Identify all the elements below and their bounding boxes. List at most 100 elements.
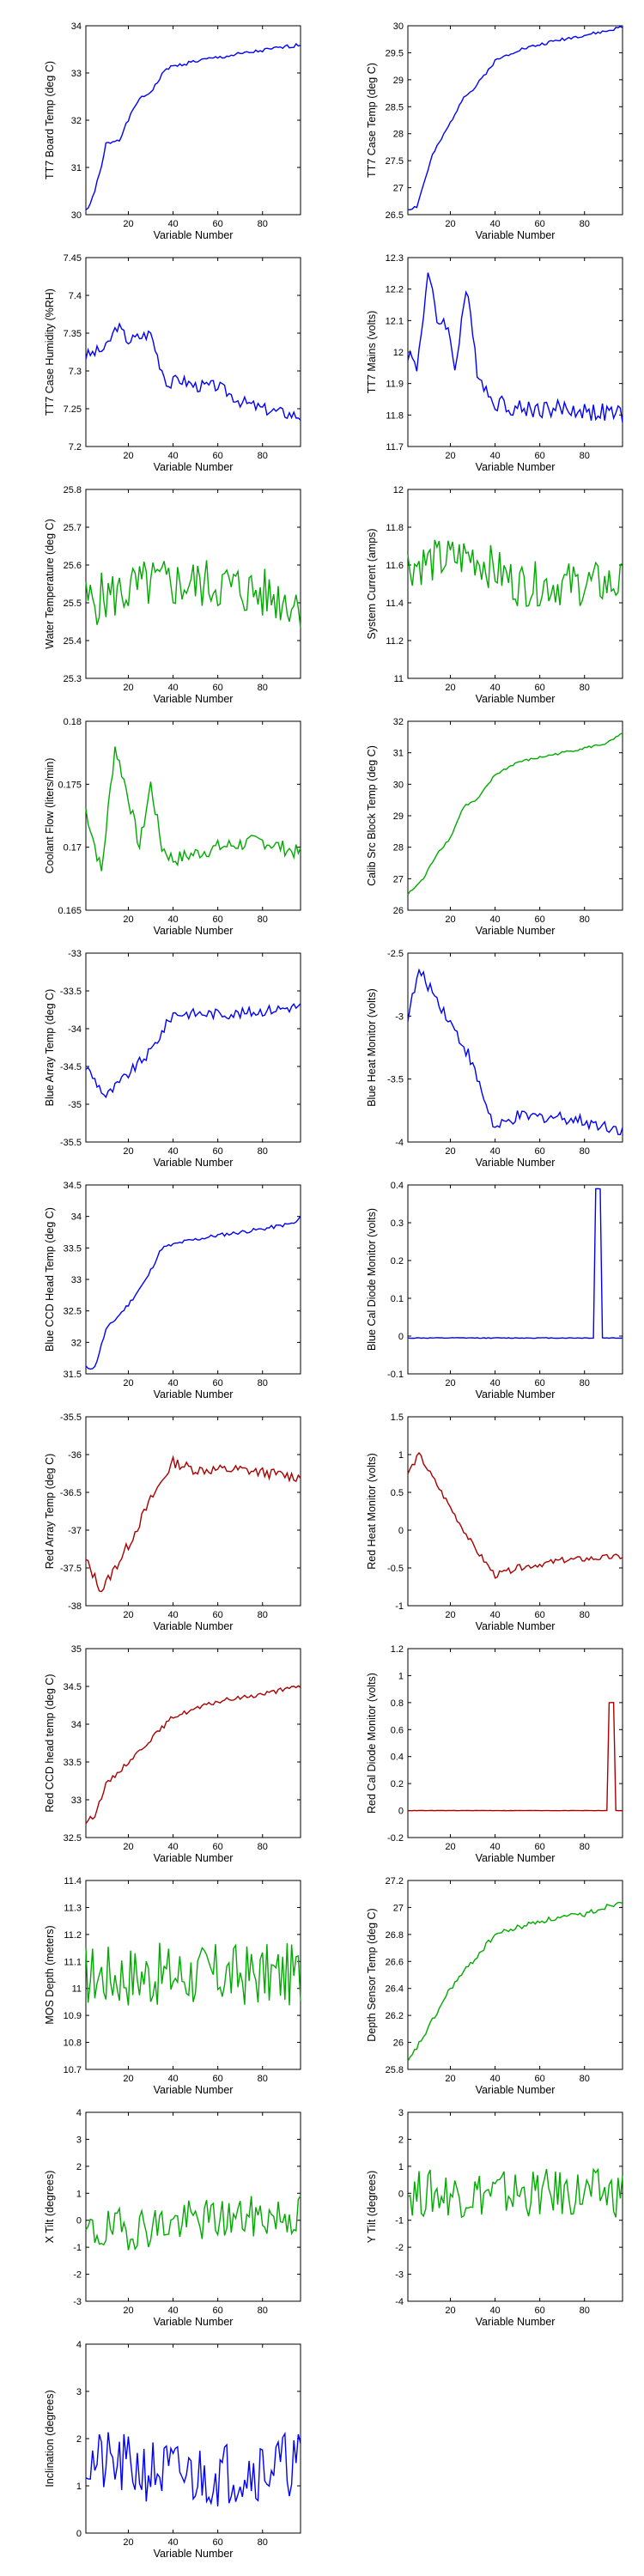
chart-panel-9: -35.5 -35 -34.5 -34 -33.5 -33 20 40 60 80 Variable… (44, 949, 301, 1169)
y-tick-label: 2 (76, 2434, 82, 2445)
series-line (407, 26, 623, 211)
y-axis-label: Calib Src Block Temp (deg C) (366, 745, 378, 886)
x-axis-label: Variable Number (154, 2316, 234, 2328)
y-tick-label: 1 (398, 1450, 404, 1461)
y-tick-label: -1 (395, 1601, 404, 1612)
y-tick-label: -34 (68, 1024, 82, 1035)
series-line (85, 2431, 301, 2506)
x-tick-label: 60 (535, 1610, 545, 1620)
y-tick-label: -4 (395, 2297, 404, 2307)
y-tick-label: 33 (71, 1275, 82, 1285)
x-tick-label: 40 (167, 1378, 178, 1388)
y-axis-label: System Current (amps) (366, 528, 378, 639)
chart-panel-13: -38 -37.5 -37 -36.5 -36 -35.5 20 40 60 80 Variable… (44, 1413, 301, 1632)
y-tick-label: -3.5 (387, 1075, 404, 1085)
y-tick-label: 0.6 (391, 1725, 404, 1735)
y-tick-label: 26.2 (386, 2011, 404, 2021)
y-tick-label: 0.4 (391, 1181, 404, 1191)
y-tick-label: 4 (76, 2340, 82, 2350)
x-tick-label: 40 (489, 1378, 500, 1388)
x-tick-label: 60 (535, 2306, 545, 2316)
y-tick-label: -37 (68, 1526, 82, 1536)
y-tick-label: -36.5 (60, 1488, 82, 1498)
y-tick-label: 33.5 (64, 1243, 82, 1254)
y-tick-label: 0 (398, 1526, 404, 1536)
x-tick-label: 60 (535, 1842, 545, 1852)
x-tick-label: 40 (489, 2306, 500, 2316)
x-tick-label: 80 (580, 683, 590, 693)
plot-frame (407, 1184, 623, 1375)
y-tick-label: -0.1 (387, 1370, 404, 1380)
plot-frame (85, 952, 301, 1143)
y-tick-label: 30 (393, 780, 404, 790)
y-tick-label: 27 (393, 874, 404, 884)
y-tick-label: 0.5 (391, 1488, 404, 1498)
x-tick-label: 80 (580, 1842, 590, 1852)
y-tick-label: -2 (395, 2243, 404, 2253)
y-tick-label: 1 (76, 2189, 82, 2199)
chart-panel-3: 7.2 7.25 7.3 7.35 7.4 7.45 20 40 60 80 Variable Nu… (44, 253, 301, 473)
x-axis-label: Variable Number (476, 229, 556, 241)
y-tick-label: 28 (393, 843, 404, 854)
y-tick-label: 0.165 (58, 906, 82, 916)
y-axis-label: TT7 Case Temp (deg C) (366, 63, 378, 178)
chart-panel-8: 26 27 28 29 30 31 32 20 40 60 80 Variable Number Cal… (366, 717, 623, 937)
x-tick-label: 20 (445, 1378, 455, 1388)
x-tick-label: 40 (167, 1146, 178, 1157)
x-axis-label: Variable Number (154, 925, 234, 937)
plot-frame (85, 1880, 301, 2070)
x-tick-label: 40 (167, 683, 178, 693)
x-tick-label: 80 (258, 2074, 268, 2084)
x-tick-label: 80 (580, 219, 590, 229)
y-tick-label: 32.5 (64, 1307, 82, 1317)
x-tick-label: 40 (489, 1146, 500, 1157)
x-tick-label: 60 (213, 219, 223, 229)
series-line (407, 968, 623, 1136)
series-line (85, 42, 301, 210)
chart-panel-11: 31.5 32 32.5 33 33.5 34 34.5 20 40 60 80 Variable N… (44, 1181, 301, 1400)
y-tick-label: 11.9 (386, 380, 404, 390)
x-tick-label: 40 (167, 451, 178, 461)
x-tick-label: 40 (489, 914, 500, 925)
plot-frame (85, 2343, 301, 2534)
chart-panel-6: 11 11.2 11.4 11.6 11.8 12 20 40 60 80 Variable Num… (366, 485, 623, 705)
plot-frame (85, 1184, 301, 1375)
y-axis-label: Water Temperature (deg C) (44, 519, 56, 648)
x-axis-label: Variable Number (154, 461, 234, 473)
series-line (85, 1942, 301, 2006)
y-tick-label: 7.45 (64, 253, 82, 264)
y-tick-label: 27 (393, 184, 404, 194)
y-tick-label: 11.4 (386, 598, 404, 609)
y-tick-label: 0.8 (391, 1698, 404, 1709)
y-tick-label: 32 (71, 116, 82, 126)
y-tick-label: 2 (398, 2135, 404, 2145)
y-axis-label: TT7 Mains (volts) (366, 311, 378, 394)
x-tick-label: 60 (213, 683, 223, 693)
series-line (407, 732, 623, 896)
x-tick-label: 20 (123, 1610, 133, 1620)
y-tick-label: 11.7 (386, 442, 404, 453)
y-axis-label: TT7 Board Temp (deg C) (44, 61, 56, 179)
y-tick-label: 12.2 (386, 285, 404, 295)
x-tick-label: 80 (258, 2306, 268, 2316)
series-line (407, 539, 623, 607)
y-axis-label: Depth Sensor Temp (deg C) (366, 1908, 378, 2041)
y-tick-label: 4 (76, 2108, 82, 2118)
x-tick-label: 20 (445, 914, 455, 925)
y-tick-label: 11.8 (386, 523, 404, 533)
y-tick-label: -3 (73, 2297, 82, 2307)
y-tick-label: 33 (71, 1795, 82, 1806)
y-tick-label: -1 (73, 2243, 82, 2253)
y-tick-label: 12.1 (386, 316, 404, 326)
y-axis-label: Red Array Temp (deg C) (44, 1454, 56, 1570)
y-axis-label: Blue CCD Head Temp (deg C) (44, 1207, 56, 1352)
y-tick-label: 28.5 (386, 102, 404, 112)
y-tick-label: 25.3 (64, 674, 82, 684)
y-tick-label: 32 (393, 717, 404, 727)
plot-frame (407, 2111, 623, 2302)
x-tick-label: 80 (258, 683, 268, 693)
chart-panel-18: 25.8 26 26.2 26.4 26.6 26.8 27 27.2 20 40 60 80 Vari… (366, 1876, 623, 2096)
y-tick-label: 28 (393, 130, 404, 140)
x-axis-label: Variable Number (476, 2084, 556, 2096)
